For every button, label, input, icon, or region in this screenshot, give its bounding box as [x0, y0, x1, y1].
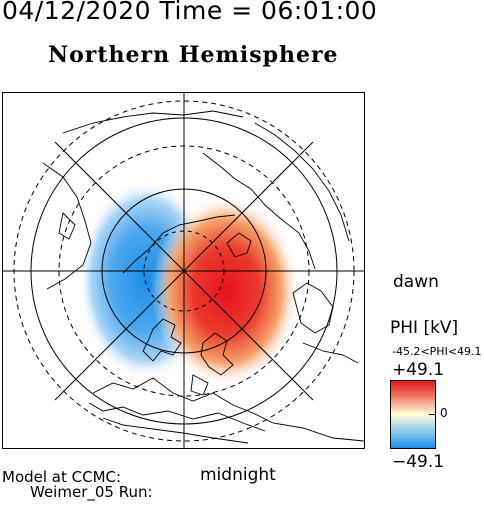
colorbar-max-label: +49.1 [392, 360, 445, 380]
potential-positive-cell [152, 195, 300, 387]
colorbar-gradient [391, 381, 435, 448]
hemisphere-title: Northern Hemisphere [48, 42, 339, 68]
meridian-line [54, 141, 314, 401]
dawn-label: dawn [393, 272, 439, 292]
colorbar-range-text: -45.2<PHI<49.1 [392, 345, 482, 358]
run-label: Weimer_05 Run: [30, 483, 153, 501]
colorbar-title: PHI [kV] [390, 318, 459, 338]
coastlines [42, 110, 364, 444]
colorbar [390, 380, 436, 449]
date-time-title: 04/12/2020 Time = 06:01:00 [2, 0, 378, 25]
colorbar-zero-label: 0 [440, 406, 448, 420]
polar-map-svg [3, 93, 364, 448]
model-label: Model at CCMC: [2, 468, 122, 486]
polar-map [2, 92, 365, 449]
midnight-label: midnight [200, 465, 276, 485]
colorbar-min-label: −49.1 [392, 452, 445, 472]
